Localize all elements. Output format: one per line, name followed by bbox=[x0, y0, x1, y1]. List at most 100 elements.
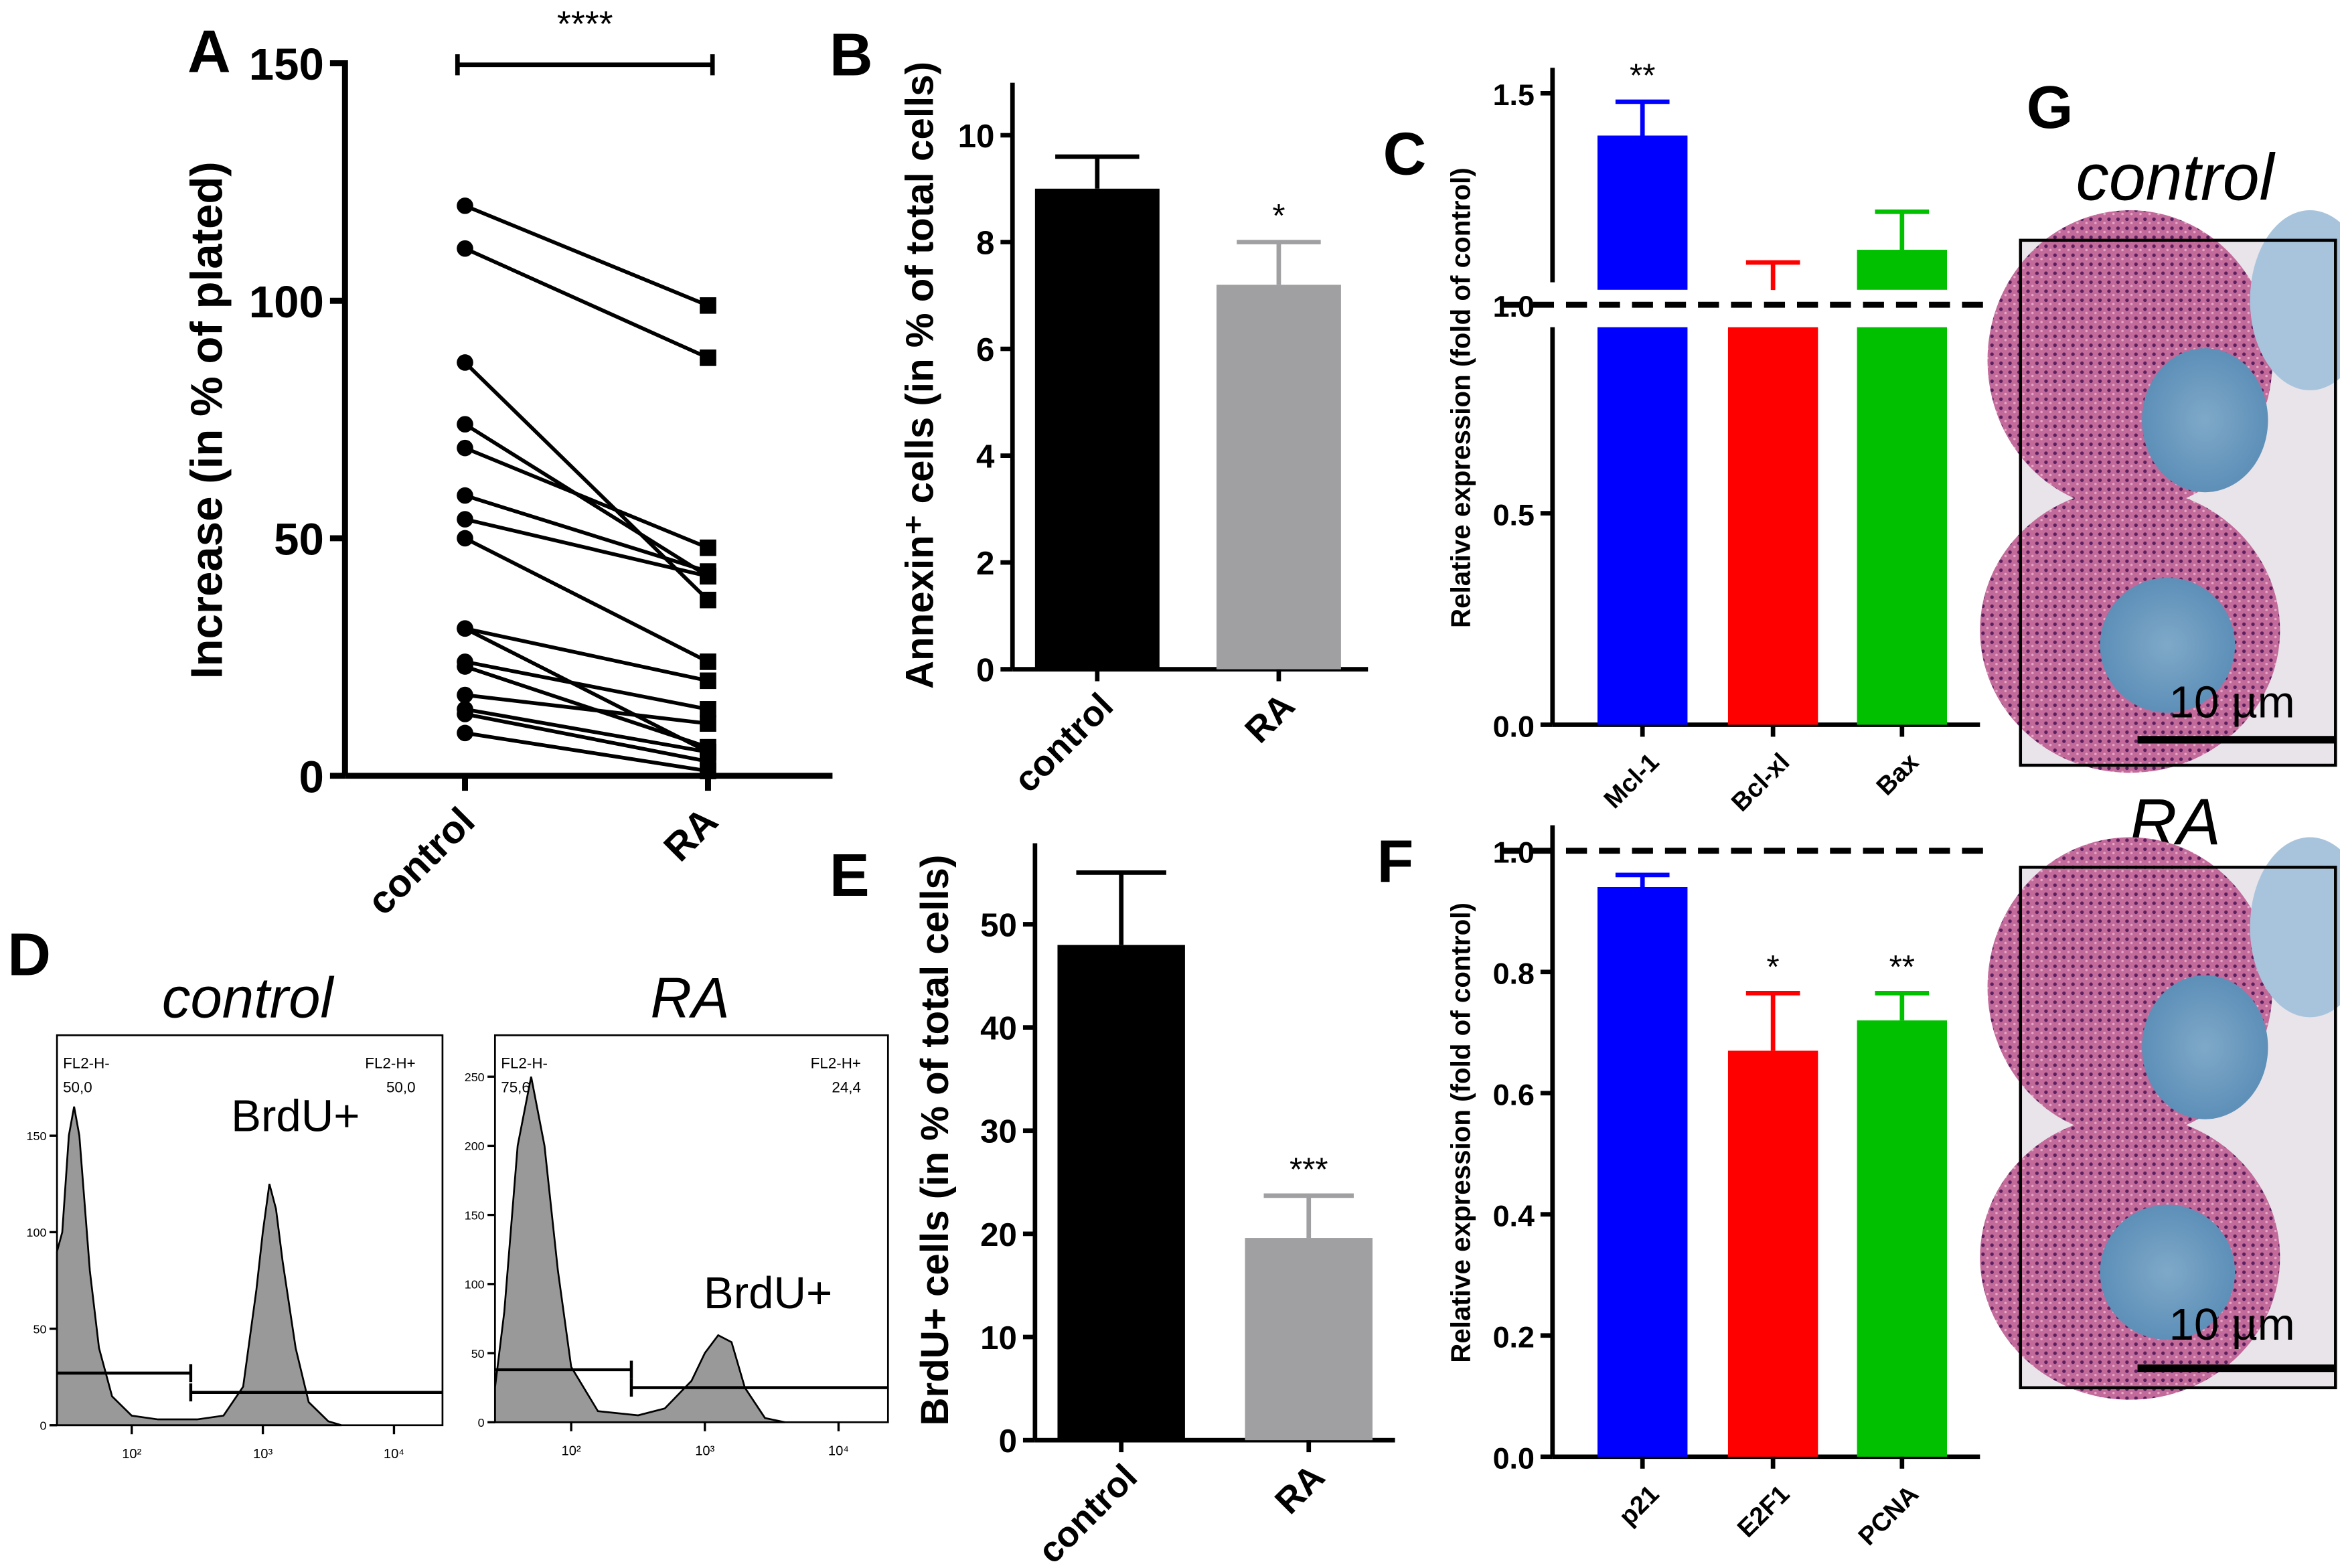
x-tick-label: 10² bbox=[562, 1444, 581, 1459]
micrograph-title: control bbox=[2076, 140, 2276, 214]
ra-point bbox=[700, 591, 716, 609]
bar bbox=[1057, 945, 1185, 1441]
pair-line bbox=[465, 731, 708, 773]
ra-point bbox=[700, 701, 716, 718]
plot-frame bbox=[56, 1034, 444, 1427]
pair-line bbox=[464, 627, 709, 754]
y-tick-label: 0 bbox=[976, 652, 994, 689]
panel-label-c: C bbox=[1383, 120, 1427, 187]
significance-label: * bbox=[1767, 949, 1780, 986]
y-tick-label: 4 bbox=[976, 439, 995, 475]
y-tick-label: 0 bbox=[999, 1423, 1017, 1460]
y-tick-label: 200 bbox=[465, 1140, 485, 1153]
y-tick-label: 50 bbox=[274, 515, 324, 565]
x-tick-label: 10² bbox=[122, 1447, 141, 1462]
y-tick-label: 250 bbox=[465, 1071, 485, 1084]
panel-c: 0.0 0.5 Relative expression (fold of contr… bbox=[1446, 58, 1995, 817]
x-tick-label: control bbox=[1006, 686, 1121, 800]
panel-e: 0 10 20 30 40 50 BrdU+ cells (in % of total ce… bbox=[913, 843, 1395, 1568]
y-tick-label: 0.2 bbox=[1493, 1321, 1535, 1354]
y-tick-label: 150 bbox=[249, 40, 324, 90]
significance-label: * bbox=[1272, 198, 1285, 234]
histogram-area bbox=[493, 1076, 785, 1423]
control-point bbox=[457, 198, 473, 214]
bar bbox=[1597, 887, 1688, 1457]
y-axis-label: Annexin⁺ cells (in % of total cells) bbox=[899, 62, 942, 689]
panel-a: 0 50 100 150 control RA Increase (in % of plat… bbox=[182, 4, 833, 923]
y-tick-label: 0.4 bbox=[1493, 1200, 1535, 1233]
pair-line bbox=[463, 361, 710, 602]
ra-point bbox=[700, 715, 716, 732]
y-tick-label: 50 bbox=[980, 907, 1017, 943]
x-tick-label: 10⁴ bbox=[384, 1447, 404, 1462]
histogram-area bbox=[56, 1106, 342, 1427]
pair-line bbox=[464, 204, 709, 307]
micrograph-control: 10 µm bbox=[1980, 210, 2340, 773]
y-tick-label: 10 bbox=[980, 1320, 1017, 1356]
ra-point bbox=[700, 349, 716, 366]
ra-point bbox=[700, 297, 716, 314]
ra-point bbox=[700, 672, 716, 690]
y-tick-label: 30 bbox=[980, 1113, 1017, 1150]
scale-bar-label: 10 µm bbox=[2169, 1300, 2295, 1350]
y-tick-label: 150 bbox=[27, 1129, 47, 1143]
pair-line bbox=[464, 659, 708, 712]
significance-label: ** bbox=[1630, 58, 1655, 94]
x-tick-label: RA bbox=[1237, 686, 1302, 751]
y-tick-label: 0.8 bbox=[1493, 957, 1535, 991]
y-axis-label: Relative expression (fold of control) bbox=[1446, 167, 1476, 628]
control-point bbox=[457, 487, 473, 504]
control-point bbox=[457, 658, 473, 675]
pair-line bbox=[465, 693, 708, 726]
y-tick-label: 0 bbox=[299, 752, 324, 802]
nucleus bbox=[2250, 210, 2340, 390]
ra-point bbox=[700, 763, 716, 779]
y-tick-label: 40 bbox=[980, 1010, 1017, 1047]
histogram-title: control bbox=[162, 966, 335, 1030]
y-axis-label: BrdU+ cells (in % of total cells) bbox=[913, 855, 957, 1426]
pair-line bbox=[464, 493, 709, 574]
pair-line bbox=[464, 517, 709, 578]
y-tick-label: 8 bbox=[976, 224, 994, 261]
y-axis-label: Relative expression (fold of control) bbox=[1446, 903, 1476, 1363]
nucleus bbox=[2100, 577, 2236, 713]
flow-histogram-ra: RA 0 50 100 150 200 250 10² 10³ 10⁴ FL2-H- 75,6 FL2-… bbox=[465, 966, 889, 1459]
bar-lower bbox=[1727, 327, 1818, 725]
y-axis-label: Increase (in % of plated) bbox=[182, 161, 232, 679]
y-tick-label: 10 bbox=[958, 118, 995, 155]
x-tick-label: Bcl-xl bbox=[1726, 748, 1795, 817]
bar bbox=[1857, 1020, 1948, 1457]
pair-line bbox=[464, 627, 709, 683]
x-tick-label: Bax bbox=[1871, 748, 1924, 801]
x-tick-label: RA bbox=[655, 799, 726, 870]
pair-line bbox=[464, 446, 709, 550]
ra-point bbox=[700, 653, 716, 670]
x-tick-label: PCNA bbox=[1853, 1480, 1924, 1551]
plot-frame bbox=[493, 1034, 889, 1423]
pair-line bbox=[464, 712, 708, 764]
panel-label-a: A bbox=[187, 18, 231, 85]
y-tick-label: 20 bbox=[980, 1217, 1017, 1253]
y-tick-label: 1.5 bbox=[1493, 78, 1535, 112]
y-tick-label: 6 bbox=[976, 331, 994, 368]
bar bbox=[1245, 1238, 1373, 1441]
gate-negative-name: FL2-H- bbox=[63, 1055, 110, 1072]
y-tick-label: 50 bbox=[33, 1322, 47, 1336]
control-point bbox=[457, 686, 473, 704]
pair-line bbox=[464, 422, 709, 578]
pair-line bbox=[464, 536, 709, 663]
control-point bbox=[457, 511, 473, 528]
control-point bbox=[457, 620, 473, 637]
micrograph-frame bbox=[2019, 238, 2337, 767]
panel-label-g: G bbox=[2027, 74, 2074, 141]
significance-label: **** bbox=[557, 4, 613, 44]
gate-negative-value: 75,6 bbox=[501, 1079, 530, 1095]
y-tick-label: 100 bbox=[27, 1226, 47, 1239]
control-point bbox=[457, 240, 473, 257]
significance-label: *** bbox=[1290, 1151, 1328, 1188]
x-tick-label: RA bbox=[1267, 1456, 1332, 1521]
x-tick-label: Mcl-1 bbox=[1599, 748, 1665, 814]
histogram-title: RA bbox=[650, 966, 729, 1030]
panel-label-b: B bbox=[830, 21, 873, 88]
